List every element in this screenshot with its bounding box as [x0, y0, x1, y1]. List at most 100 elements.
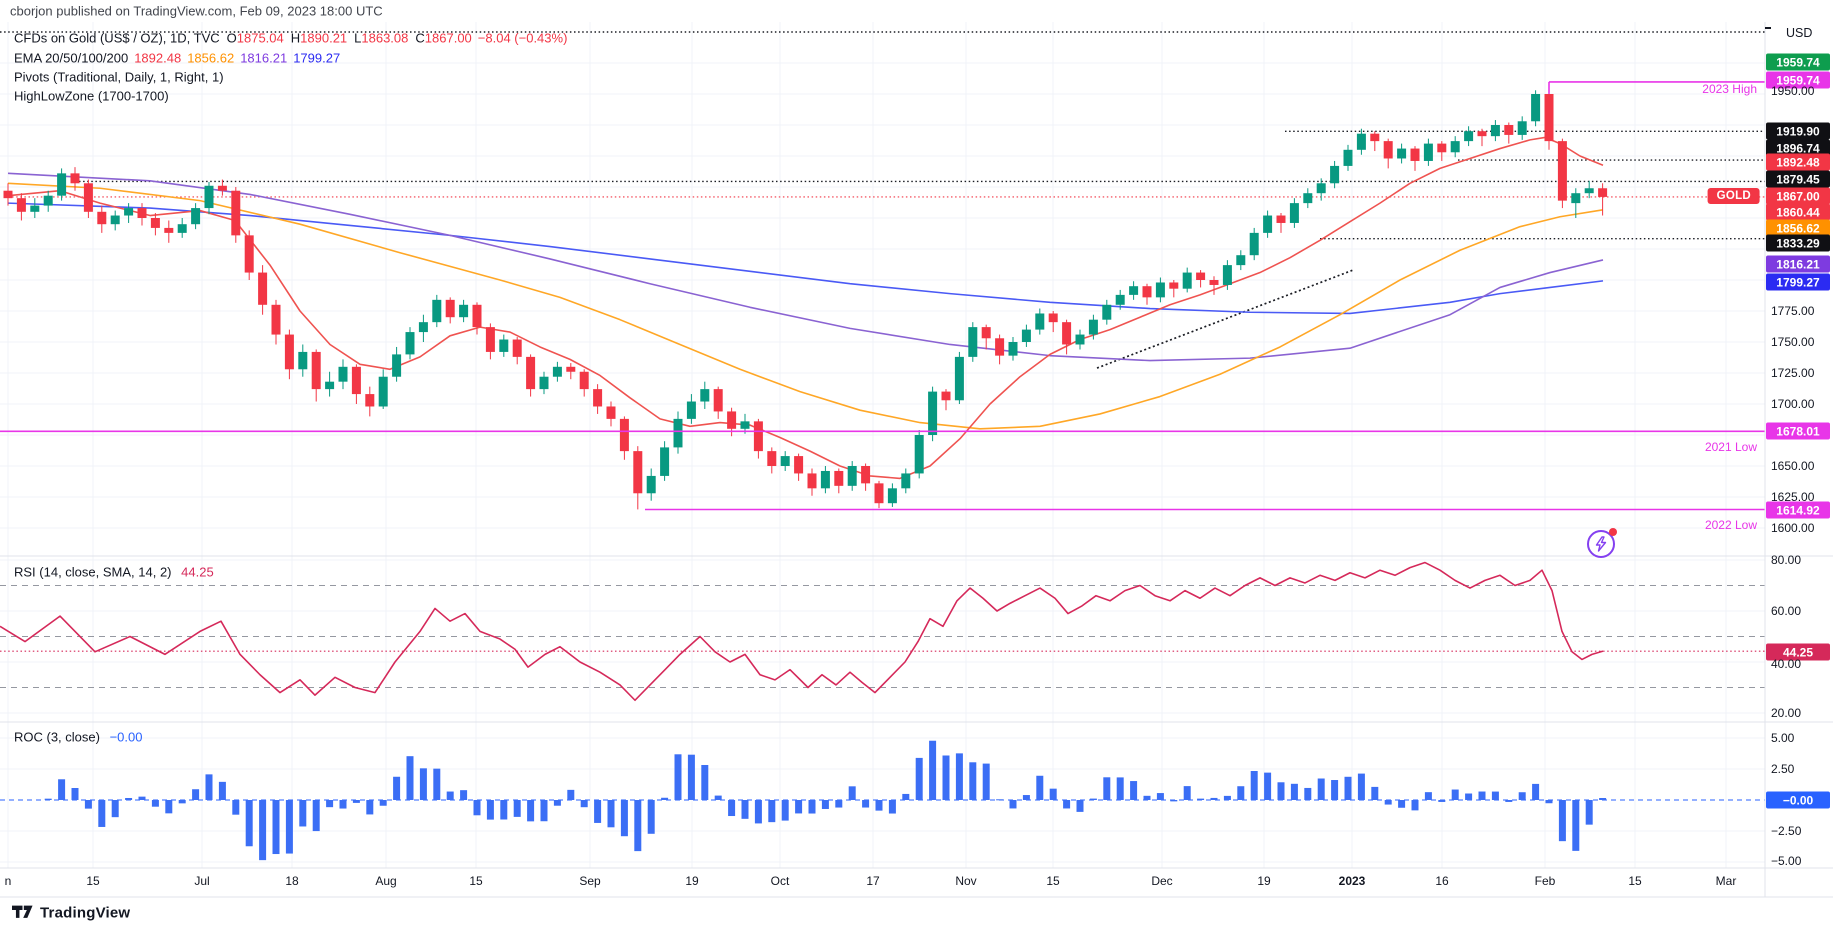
time-axis-label: Mar — [1715, 874, 1737, 888]
price-axis-badge: 1678.01 — [1766, 422, 1830, 440]
price-axis-badge: 1816.21 — [1766, 255, 1830, 273]
time-axis-label: 15 — [86, 874, 100, 888]
roc-value: −0.00 — [109, 729, 143, 745]
roc-pane — [0, 740, 1765, 861]
rsi-line — [0, 561, 1604, 702]
time-axis-label: Feb — [1534, 874, 1556, 888]
price-axis-tick: 80.00 — [1771, 553, 1802, 567]
tradingview-logo-icon — [12, 905, 33, 918]
rsi-label: RSI (14, close, SMA, 14, 2) — [14, 564, 172, 580]
time-axis-label: 15 — [1628, 874, 1642, 888]
price-axis-tick: 1750.00 — [1771, 335, 1815, 349]
ohlc-value: 1863.08 — [361, 30, 409, 46]
price-axis-tick: 1625.00 — [1771, 490, 1815, 504]
time-axis-label: Aug — [375, 874, 397, 888]
price-axis-badge: 1614.92 — [1766, 501, 1830, 519]
roc-legend[interactable]: ROC (3, close) −0.00 — [14, 730, 143, 745]
symbol-legend[interactable]: CFDs on Gold (US$ / OZ), 1D, TVC O1875.04… — [14, 31, 567, 46]
time-axis-label: 17 — [866, 874, 880, 888]
price-axis-badge: 1959.74 — [1766, 71, 1830, 89]
price-axis-tick: 2.50 — [1771, 762, 1795, 776]
price-axis-tick: 40.00 — [1771, 657, 1802, 671]
rsi-legend[interactable]: RSI (14, close, SMA, 14, 2) 44.25 — [14, 565, 214, 580]
price-axis-tick: −2.50 — [1771, 824, 1802, 838]
time-axis-label: 2023 — [1338, 874, 1366, 888]
ohlc-letter: L — [354, 30, 362, 46]
price-axis-badge: 1959.74 — [1766, 53, 1830, 71]
time-axis-label: 19 — [685, 874, 699, 888]
time-axis-label: Nov — [955, 874, 977, 888]
level-annotation-label: 2021 Low — [1704, 440, 1757, 454]
time-axis-label: 15 — [469, 874, 483, 888]
time-axis-label: 18 — [285, 874, 299, 888]
price-axis-tick: 5.00 — [1771, 731, 1795, 745]
price-axis-badge: 44.25 — [1766, 643, 1830, 661]
rsi-pane — [0, 561, 1765, 702]
price-axis-tick: 1725.00 — [1771, 366, 1815, 380]
price-axis-badge: 1867.00 — [1766, 187, 1830, 205]
candlestick-series — [3, 81, 1608, 510]
price-axis-badge: 1856.62 — [1766, 219, 1830, 237]
price-axis-badge: 1892.48 — [1766, 153, 1830, 171]
price-axis-tick: 20.00 — [1771, 706, 1802, 720]
time-axis-label: Jul — [194, 874, 210, 888]
ohlc-value: 1890.21 — [300, 30, 348, 46]
tradingview-logo[interactable]: TradingView — [12, 905, 130, 922]
ema-legend[interactable]: EMA 20/50/100/200 1892.48 1856.62 1816.21 17… — [14, 51, 340, 66]
time-axis-label: Dec — [1151, 874, 1173, 888]
ema-lines — [7, 136, 1604, 480]
price-axis-tick: 1950.00 — [1771, 84, 1815, 98]
change-value: −8.04 (−0.43%) — [477, 30, 568, 46]
pivots-legend[interactable]: Pivots (Traditional, Daily, 1, Right, 1) — [14, 70, 224, 85]
symbol-price-tag: GOLD — [1707, 188, 1760, 204]
ema-value: 1856.62 — [187, 50, 235, 66]
time-axis-label: n — [4, 874, 12, 888]
time-axis-label: 15 — [1046, 874, 1060, 888]
price-axis-badge: 1896.74 — [1766, 139, 1830, 157]
pivot-lines — [0, 31, 1765, 240]
ohlc-letter: H — [290, 30, 301, 46]
price-axis-tick: 1700.00 — [1771, 397, 1815, 411]
level-annotation-label: 2022 Low — [1704, 518, 1757, 532]
notification-dot — [1609, 528, 1617, 536]
time-axis-label: 16 — [1435, 874, 1449, 888]
rsi-value: 44.25 — [181, 564, 214, 580]
ema100-line — [7, 172, 1604, 362]
price-axis-badge: 1833.29 — [1766, 234, 1830, 252]
ema-value: 1816.21 — [240, 50, 288, 66]
pivots-label: Pivots (Traditional, Daily, 1, Right, 1) — [14, 69, 224, 85]
ohlc-value: 1867.00 — [424, 30, 472, 46]
ema50-line — [7, 182, 1604, 430]
ema-label: EMA 20/50/100/200 — [14, 50, 129, 66]
grid-lines — [0, 22, 1765, 868]
attribution-text: cborjon published on TradingView.com, Fe… — [10, 3, 383, 19]
price-axis-tick: −5.00 — [1771, 854, 1802, 868]
price-axis-tick: 1775.00 — [1771, 304, 1815, 318]
ohlc-letter: C — [415, 30, 425, 46]
ohlc-letter: O — [226, 30, 237, 46]
highlowzone-legend[interactable]: HighLowZone (1700-1700) — [14, 89, 169, 104]
time-axis-label: Sep — [579, 874, 601, 888]
ema-value: 1892.48 — [134, 50, 182, 66]
ema200-line — [7, 202, 1604, 315]
price-axis-tick: 60.00 — [1771, 604, 1802, 618]
currency-label: USD — [1786, 26, 1813, 40]
high-low-level-lines — [0, 81, 1765, 511]
time-axis-label: Oct — [770, 874, 790, 888]
lightning-icon[interactable] — [1587, 528, 1617, 558]
pane-separators — [0, 22, 1833, 898]
price-axis-tick: 1650.00 — [1771, 459, 1815, 473]
time-axis-label: 19 — [1257, 874, 1271, 888]
ema20-line — [7, 136, 1604, 480]
price-axis-badge: 1799.27 — [1766, 273, 1830, 291]
roc-label: ROC (3, close) — [14, 729, 100, 745]
ohlc-value: 1875.04 — [236, 30, 284, 46]
lightning-bolt-glyph — [1595, 536, 1607, 552]
tradingview-logo-text: TradingView — [40, 904, 131, 922]
symbol-title: CFDs on Gold (US$ / OZ), 1D, TVC — [14, 30, 220, 46]
price-axis-badge: 1879.45 — [1766, 170, 1830, 188]
price-axis-badge: −0.00 — [1766, 791, 1830, 809]
price-axis-tick: 1600.00 — [1771, 521, 1815, 535]
